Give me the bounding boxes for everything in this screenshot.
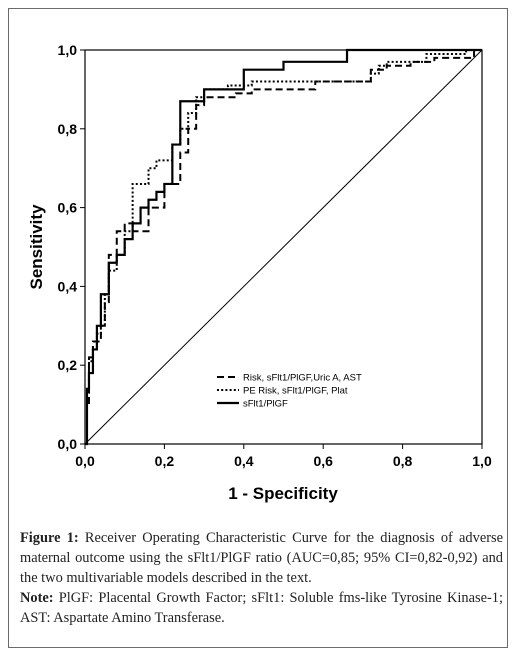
figure-caption: Figure 1: Receiver Operating Characteris… [20,528,503,628]
y-tick-label: 0,4 [58,278,78,294]
x-tick-label: 0,8 [393,453,413,469]
caption-note-label: Note: [20,590,54,606]
x-tick-label: 0,4 [234,453,254,469]
roc-chart: 0,0 0,2 0,4 0,6 0,8 1,0 0,0 0,2 0,4 0,6 0,8 1,0 Ris… [27,42,492,503]
x-tick-label: 0,2 [155,453,175,469]
x-axis-label: 1 - Specificity [228,484,338,503]
legend-label-3: sFlt1/PlGF [243,399,288,410]
caption-note-text: PlGF: Placental Growth Factor; sFlt1: So… [20,590,503,626]
y-tick-label: 0,0 [58,436,78,452]
legend-label-2: PE Risk, sFlt1/PlGF, Plat [243,386,348,397]
y-tick-label: 0,2 [58,357,78,373]
x-tick-label: 0,0 [75,453,95,469]
caption-figure-label: Figure 1: [20,530,79,546]
x-tick-label: 0,6 [313,453,333,469]
caption-figure-text: Receiver Operating Characteristic Curve … [20,530,503,586]
series-line-3 [85,48,482,446]
y-tick-label: 1,0 [58,42,78,58]
reference-diagonal-line [84,49,483,445]
chart-panel: 0,0 0,2 0,4 0,6 0,8 1,0 0,0 0,2 0,4 0,6 0,8 1,0 Ris… [15,15,500,517]
y-tick-label: 0,8 [58,121,78,137]
x-tick-label: 1,0 [472,453,492,469]
y-axis-label: Sensitivity [27,204,46,290]
legend-label-1: Risk, sFlt1/PlGF,Uric A, AST [243,373,362,384]
y-tick-label: 0,6 [58,200,78,216]
series-line-1 [85,49,482,445]
